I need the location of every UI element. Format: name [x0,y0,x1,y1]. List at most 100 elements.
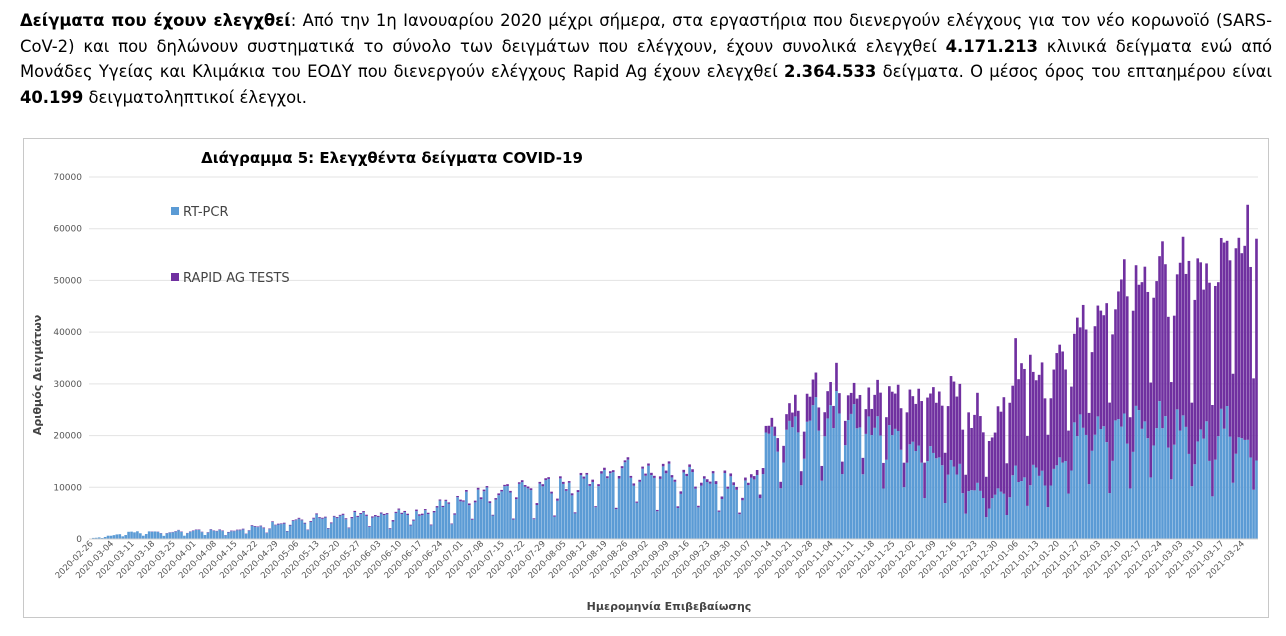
bar-rtpcr [112,535,116,539]
bar-rapid-ag [993,432,997,495]
bar-rapid-ag [468,503,471,506]
bar-rapid-ag [256,526,260,528]
y-tick-label: 30000 [53,380,82,390]
bar-rtpcr [1064,461,1067,539]
bar-rtpcr [1228,436,1232,539]
bar-rapid-ag [344,518,348,520]
bar-rtpcr [582,478,586,539]
bar-rapid-ag [1134,265,1138,406]
bar-rtpcr [990,498,994,539]
bar-rapid-ag [679,491,683,494]
bar-rapid-ag [1255,238,1258,461]
bar-rtpcr [300,520,304,539]
bar-rtpcr [685,476,688,539]
bar-rapid-ag [591,479,594,482]
bar-rtpcr [946,474,950,539]
bar-rtpcr [368,526,371,539]
bar-rtpcr [805,421,809,539]
bar-rtpcr [103,536,107,539]
bar-rtpcr [106,535,110,539]
bar-rtpcr [776,451,780,539]
bar-rapid-ag [1225,240,1229,407]
bar-rapid-ag [1014,338,1017,466]
bar-rapid-ag [1190,402,1194,487]
bar-rapid-ag [423,509,427,511]
bar-rapid-ag [902,462,906,488]
bar-rapid-ag [711,471,715,474]
bar-rapid-ag [984,476,988,518]
bar-rapid-ag [1096,305,1100,417]
bar-rapid-ag [676,506,680,508]
bar-rtpcr [233,531,236,539]
bar-rtpcr [97,537,101,539]
bar-rtpcr [1114,420,1117,539]
bar-rapid-ag [585,472,589,475]
bar-rapid-ag [262,527,266,529]
bar-rtpcr [1075,436,1079,539]
bar-rapid-ag [935,402,938,459]
bar-rapid-ag [638,479,641,482]
bar-rapid-ag [647,463,650,466]
bar-rapid-ag [1140,282,1144,429]
bar-rtpcr [362,512,365,539]
bar-rapid-ag [512,518,515,520]
bar-rtpcr [937,457,941,539]
bar-rapid-ag [541,484,545,487]
bar-rapid-ag [940,405,944,466]
bar-rtpcr [541,486,545,539]
bar-rtpcr [682,472,686,539]
bar-rtpcr [130,531,133,539]
bar-rtpcr [1161,428,1164,539]
bar-rapid-ag [1137,284,1141,411]
bar-rapid-ag [1228,260,1232,437]
bar-rtpcr [221,531,224,539]
bar-rapid-ag [432,511,436,513]
bar-rtpcr [230,531,233,539]
bar-rapid-ag [697,505,700,508]
bar-rtpcr [711,473,715,539]
bar-rtpcr [115,534,119,539]
bar-rtpcr [641,468,644,539]
bar-rapid-ag [444,499,448,501]
bar-rtpcr [209,529,213,539]
rapid-total: 2.364.533 [784,62,877,81]
bar-rapid-ag [506,484,509,486]
bar-rtpcr [224,535,227,539]
bar-rtpcr [782,462,785,539]
bar-rtpcr [770,426,774,539]
bar-rtpcr [949,460,953,539]
bar-rapid-ag [1002,397,1006,494]
bar-rtpcr [485,487,489,539]
bar-rtpcr [1222,428,1226,539]
bar-rapid-ag [1108,402,1111,494]
bar-rtpcr [1037,475,1041,539]
bar-rapid-ag [1175,274,1179,410]
bar-rapid-ag [752,476,756,480]
bar-rapid-ag [1111,334,1114,461]
bar-rapid-ag [1249,266,1252,458]
bar-rtpcr [1246,439,1249,539]
bar-rapid-ag [253,526,257,527]
bar-rapid-ag [1143,266,1147,422]
bar-rtpcr [638,481,641,539]
bar-rapid-ag [415,509,418,512]
bar-rtpcr [999,491,1003,539]
bar-rtpcr [644,475,647,539]
bar-rapid-ag [1208,282,1211,461]
bar-rtpcr [465,491,468,539]
bar-rtpcr [459,501,462,539]
bar-rapid-ag [726,486,730,489]
bar-rtpcr [667,463,671,539]
bar-rtpcr [538,483,542,539]
bar-rtpcr [694,488,697,539]
legend-swatch-rtpcr [171,207,179,215]
bar-rtpcr [153,531,157,539]
bar-rtpcr [118,534,122,539]
bar-rapid-ag [961,429,965,494]
bar-rapid-ag [241,528,245,530]
bar-rapid-ag [297,517,301,519]
bar-rtpcr [752,479,756,539]
bar-rapid-ag [329,522,333,524]
bar-rapid-ag [547,477,550,479]
bar-rapid-ag [282,522,286,524]
